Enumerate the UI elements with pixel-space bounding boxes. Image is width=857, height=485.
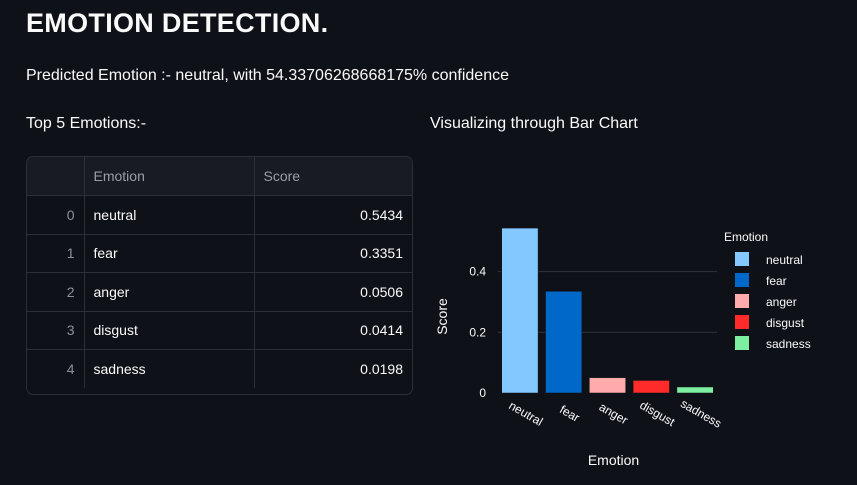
table-row: 1 fear 0.3351 (27, 234, 412, 273)
legend-title: Emotion (724, 230, 768, 244)
legend-label-neutral: neutral (766, 253, 803, 267)
bar-sadness (676, 386, 714, 394)
x-tick-label: anger (597, 400, 631, 427)
legend-label-sadness: sadness (766, 337, 811, 351)
y-tick-label: 0.4 (469, 265, 486, 279)
x-tick-label: fear (557, 402, 582, 424)
row-emotion[interactable]: fear (84, 234, 255, 273)
row-emotion[interactable]: sadness (84, 349, 255, 388)
index-column-header[interactable] (27, 157, 85, 196)
table-heading: Top 5 Emotions:- (26, 115, 147, 132)
x-tick-label: neutral (507, 398, 546, 428)
score-column-header[interactable]: Score (254, 157, 412, 196)
row-index[interactable]: 0 (27, 195, 85, 235)
row-index[interactable]: 4 (27, 349, 85, 388)
legend-swatch-disgust (735, 315, 749, 329)
row-emotion[interactable]: anger (84, 272, 255, 312)
legend-label-fear: fear (766, 274, 787, 288)
bar-anger (589, 377, 626, 394)
table-row: 4 sadness 0.0198 (27, 349, 412, 388)
bar-disgust (632, 380, 670, 394)
legend-swatch-neutral (735, 252, 749, 266)
row-index[interactable]: 1 (27, 234, 85, 273)
chart-heading: Visualizing through Bar Chart (430, 115, 638, 132)
row-score[interactable]: 0.5434 (254, 195, 412, 235)
x-tick-label: disgust (637, 398, 678, 429)
table-row: 3 disgust 0.0414 (27, 311, 412, 350)
y-tick-label: 0 (479, 386, 486, 400)
row-score[interactable]: 0.0414 (254, 311, 412, 350)
page-title: EMOTION DETECTION. (26, 8, 329, 38)
x-tick-label: sadness (678, 396, 724, 430)
bar-fear (545, 291, 583, 394)
bar-neutral (501, 227, 539, 394)
row-index[interactable]: 3 (27, 311, 85, 350)
row-emotion[interactable]: disgust (84, 311, 255, 350)
legend-label-anger: anger (766, 295, 797, 309)
legend-swatch-fear (735, 273, 749, 287)
legend-swatch-anger (735, 294, 749, 308)
prediction-text: Predicted Emotion :- neutral, with 54.33… (26, 67, 509, 84)
row-index[interactable]: 2 (27, 272, 85, 312)
table-row: 2 anger 0.0506 (27, 272, 412, 312)
legend-swatch-sadness (735, 336, 749, 350)
row-score[interactable]: 0.0198 (360, 361, 403, 377)
x-axis-title: Emotion (588, 452, 639, 468)
table-row: 0 neutral 0.5434 (27, 195, 412, 235)
y-axis-title: Score (434, 298, 450, 335)
y-tick-label: 0.2 (469, 325, 486, 339)
emotion-column-header[interactable]: Emotion (84, 157, 255, 196)
row-emotion[interactable]: neutral (84, 195, 255, 235)
emotions-table[interactable]: Emotion Score 0 neutral 0.5434 1 fear 0.… (26, 156, 413, 395)
legend-label-disgust: disgust (766, 316, 805, 330)
row-score[interactable]: 0.3351 (254, 234, 412, 273)
row-score[interactable]: 0.0506 (254, 272, 412, 312)
table-header-row: Emotion Score (27, 157, 412, 196)
